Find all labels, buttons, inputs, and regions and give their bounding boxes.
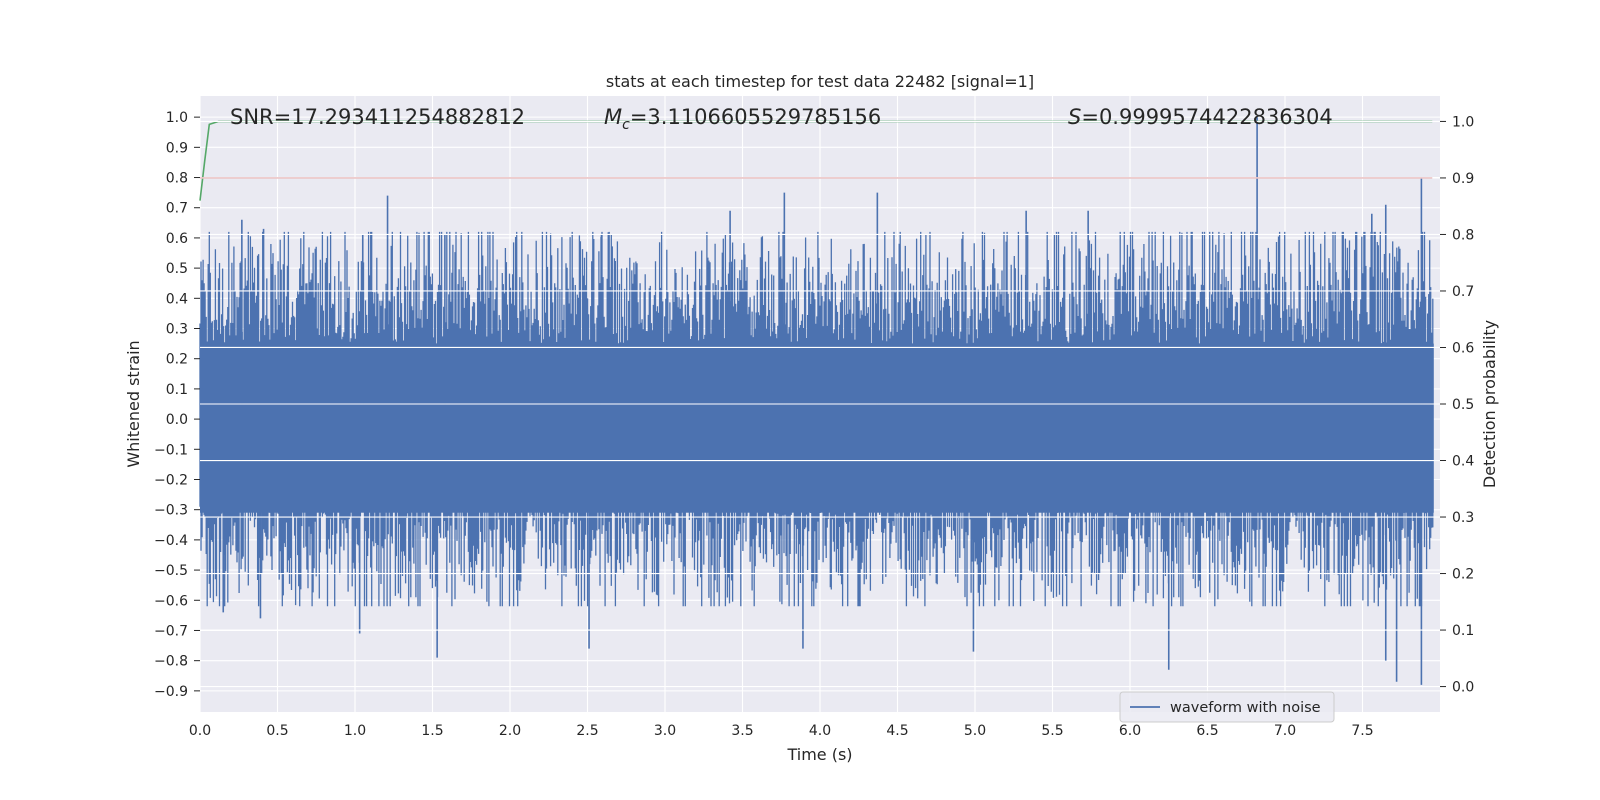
y2-tick-label: 0.3: [1452, 510, 1474, 526]
x-tick-label: 6.5: [1196, 723, 1218, 739]
detection-statistic-symbol: S: [1068, 105, 1081, 129]
chart-title: stats at each timestep for test data 224…: [606, 72, 1034, 91]
y-tick-label: 0.1: [166, 382, 188, 398]
y-tick-label: −0.2: [154, 472, 188, 488]
y2-tick-label: 0.6: [1452, 340, 1474, 356]
chirp-mass-subscript: c: [622, 117, 630, 133]
x-tick-label: 3.0: [654, 723, 676, 739]
legend-label-waveform: waveform with noise: [1170, 700, 1321, 716]
y2-tick-label: 0.5: [1452, 397, 1474, 413]
y-tick-label: 0.3: [166, 322, 188, 338]
y2-tick-label: 0.0: [1452, 680, 1474, 696]
y-tick-label: 0.5: [166, 261, 188, 277]
x-tick-label: 1.0: [344, 723, 366, 739]
y-tick-label: 0.4: [166, 291, 188, 307]
chirp-mass-value: =3.1106605529785156: [630, 105, 881, 129]
y2-tick-label: 0.2: [1452, 567, 1474, 583]
x-tick-label: 3.5: [731, 723, 753, 739]
x-tick-label: 0.5: [266, 723, 288, 739]
y-tick-label: 1.0: [166, 110, 188, 126]
y2-tick-label: 0.7: [1452, 284, 1474, 300]
x-axis-label: Time (s): [786, 745, 852, 764]
y-tick-label: 0.7: [166, 201, 188, 217]
y-tick-label: 0.6: [166, 231, 188, 247]
y-tick-label: 0.2: [166, 352, 188, 368]
y-tick-label: 0.8: [166, 171, 188, 187]
y-axis-label: Whitened strain: [124, 340, 143, 467]
y2-tick-label: 0.1: [1452, 623, 1474, 639]
y-tick-label: −0.8: [154, 654, 188, 670]
y-tick-label: 0.9: [166, 140, 188, 156]
y-tick-label: −0.9: [154, 684, 188, 700]
waveform-dense-band: [200, 343, 1434, 513]
x-tick-label: 4.5: [886, 723, 908, 739]
detection-statistic-annotation: S=0.9999574422836304: [1068, 105, 1333, 129]
x-tick-label: 5.0: [964, 723, 986, 739]
y2-tick-label: 1.0: [1452, 114, 1474, 130]
y-tick-label: −0.3: [154, 503, 188, 519]
y-tick-label: −0.6: [154, 593, 188, 609]
y2-axis-label: Detection probability: [1480, 320, 1499, 488]
legend: waveform with noise: [1119, 691, 1335, 723]
x-tick-label: 2.0: [499, 723, 521, 739]
y-tick-label: 0.0: [166, 412, 188, 428]
right-axis-grid: [200, 120, 1440, 688]
x-tick-label: 7.0: [1274, 723, 1296, 739]
x-tick-label: 6.0: [1119, 723, 1141, 739]
y2-tick-label: 0.9: [1452, 171, 1474, 187]
y-tick-label: −0.4: [154, 533, 188, 549]
strain-series: [199, 117, 1434, 685]
y2-tick-label: 0.4: [1452, 454, 1474, 470]
chirp-mass-symbol: M: [604, 105, 622, 129]
y2-tick-label: 0.8: [1452, 227, 1474, 243]
axis-ticks: 0.0 0.5 1.0 1.5 2.0 2.5 3.0 3.5 4.0 4.5 5.0 5.5 6.0 6…: [154, 110, 1474, 739]
x-tick-label: 2.5: [576, 723, 598, 739]
y-tick-label: −0.1: [154, 442, 188, 458]
x-tick-label: 1.5: [421, 723, 443, 739]
x-tick-label: 7.5: [1351, 723, 1373, 739]
detection-statistic-value: =0.9999574422836304: [1081, 105, 1332, 129]
x-tick-label: 5.5: [1041, 723, 1063, 739]
x-tick-label: 0.0: [189, 723, 211, 739]
x-tick-label: 4.0: [809, 723, 831, 739]
chirp-mass-annotation: Mc=3.1106605529785156: [604, 105, 881, 133]
legend-box: [1119, 691, 1335, 723]
y-tick-label: −0.5: [154, 563, 188, 579]
snr-annotation: SNR=17.293411254882812: [230, 105, 525, 129]
y-tick-label: −0.7: [154, 623, 188, 639]
